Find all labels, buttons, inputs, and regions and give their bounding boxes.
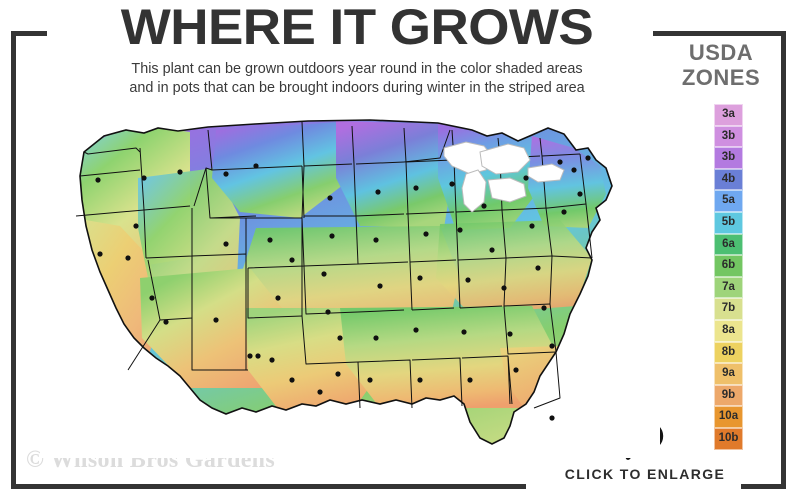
legend-swatch-7a-8[interactable]: 7a (714, 276, 743, 299)
legend-swatch-label: 3a (722, 108, 735, 121)
zone-region-northern-plains (336, 121, 452, 228)
legend-swatch-label: 8a (722, 323, 735, 336)
legend-swatch-7b-9[interactable]: 7b (714, 298, 743, 320)
legend-title-usda: USDA (688, 40, 754, 65)
frame-top-left-border (11, 31, 47, 36)
legend-swatch-10b-15[interactable]: 10b (714, 427, 743, 450)
legend-swatch-label: 6a (722, 237, 735, 250)
legend-swatch-5a-4[interactable]: 5a (714, 190, 743, 212)
map-state-borders (75, 121, 593, 409)
legend-title-zones: ZONES (681, 65, 761, 90)
page-subtitle: This plant can be grown outdoors year ro… (52, 60, 662, 98)
zone-region-ohio-valley (436, 220, 592, 314)
legend-swatch-label: 10a (718, 410, 739, 423)
legend-swatch-9b-13[interactable]: 9b (714, 384, 743, 407)
legend-swatch-label: 5a (722, 194, 735, 207)
legend-swatch-list: 3a 3b 3b 4b 5a 5b 6a 6b 7a 7b 8a 8b 9a 9b 10a 10b (714, 104, 743, 450)
map-national-outline (79, 119, 613, 445)
legend-swatch-label: 9a (722, 367, 735, 380)
zone-region-northern-rockies (212, 122, 352, 218)
legend-swatch-label: 7a (722, 280, 735, 293)
legend-swatch-label: 5b (721, 216, 736, 229)
legend-swatch-label: 4b (721, 172, 736, 185)
legend-swatch-label: 8b (721, 345, 736, 358)
legend-swatch-3b-1[interactable]: 3b (714, 125, 743, 148)
legend-swatch-label: 6b (721, 259, 736, 272)
legend-swatch-6a-6[interactable]: 6a (714, 233, 743, 256)
frame-bottom-right-border (741, 484, 786, 489)
page-title: WHERE IT GROWS (120, 0, 594, 55)
zone-region-central-plains (240, 226, 460, 326)
legend-swatch-8b-11[interactable]: 8b (714, 341, 743, 364)
legend-swatch-5b-5[interactable]: 5b (714, 211, 743, 234)
map-city-dots (95, 155, 591, 421)
click-to-enlarge-label[interactable]: CLICK TO ENLARGE (564, 466, 726, 482)
legend-swatch-3b-2[interactable]: 3b (714, 147, 743, 169)
frame-left-border (11, 31, 16, 489)
legend-swatch-9a-12[interactable]: 9a (714, 363, 743, 385)
zone-region-deep-south (340, 306, 560, 408)
legend-swatch-label: 3b (721, 151, 736, 164)
usda-zones-legend: USDA ZONES 3a 3b 3b 4b 5a 5b 6a 6b 7a 7b 8a 8b 9a 9b 1… (661, 40, 781, 450)
frame-bottom-left-border (11, 484, 526, 489)
legend-swatch-4b-3[interactable]: 4b (714, 168, 743, 191)
usda-hardiness-zone-map[interactable] (40, 108, 660, 458)
legend-swatch-label: 7b (721, 302, 736, 315)
subtitle-line-1: This plant can be grown outdoors year ro… (131, 61, 583, 77)
subtitle-line-2: and in pots that can be brought indoors … (129, 80, 585, 96)
frame-right-border (781, 31, 786, 489)
legend-swatch-label: 3b (721, 129, 736, 142)
legend-swatch-3a-0[interactable]: 3a (714, 104, 743, 126)
legend-swatch-label: 10b (718, 431, 739, 444)
frame-top-right-border (653, 31, 786, 36)
legend-swatch-6b-7[interactable]: 6b (714, 255, 743, 277)
map-great-lakes (443, 141, 565, 213)
legend-swatch-8a-10[interactable]: 8a (714, 319, 743, 342)
legend-swatch-label: 9b (721, 388, 736, 401)
legend-swatch-10a-14[interactable]: 10a (714, 406, 743, 428)
